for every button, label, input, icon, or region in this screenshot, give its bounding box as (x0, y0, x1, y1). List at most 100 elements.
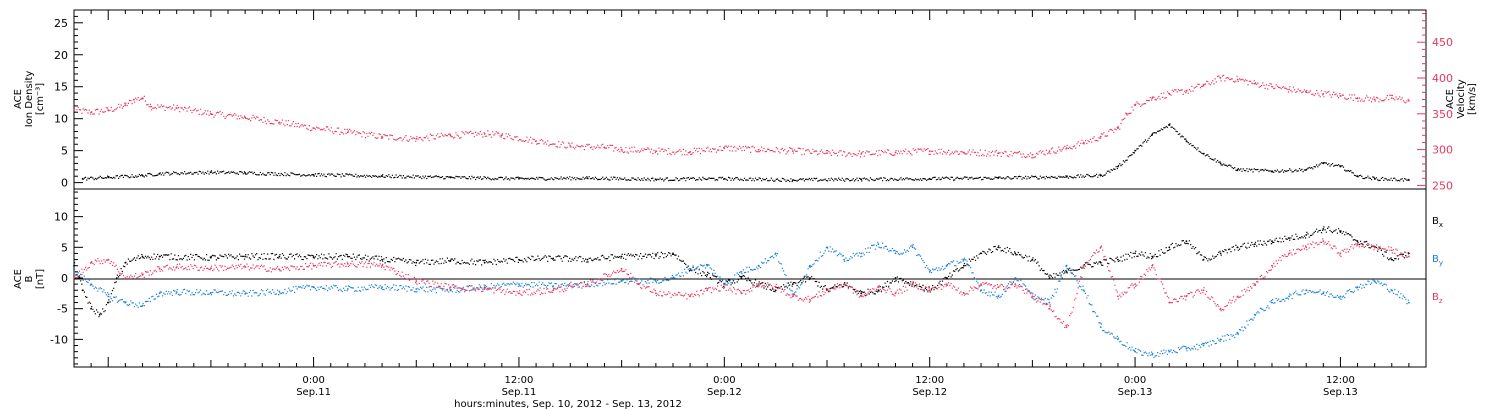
top-left-axis-title: ACE Ion Density [cm⁻³] (13, 71, 46, 128)
data-point (150, 105, 152, 108)
data-point (894, 277, 897, 279)
top-right-tick-label: 450 (1432, 36, 1453, 49)
legend-bz: Bz (1432, 292, 1443, 305)
data-point (381, 264, 383, 267)
data-point (963, 264, 965, 267)
data-point (1288, 295, 1290, 298)
bottom-left-title-line-3: [nT] (35, 269, 46, 289)
bottom-left-title-line-2: B (24, 275, 35, 282)
data-point (1151, 353, 1154, 356)
x-tick-label-date: Sep.12 (707, 387, 742, 398)
data-point (415, 261, 418, 264)
data-point (706, 289, 709, 292)
data-point (158, 267, 161, 270)
bz-series-trace (74, 238, 1409, 328)
data-point (1288, 252, 1290, 255)
data-point (1151, 264, 1154, 267)
data-point (1031, 153, 1034, 156)
data-point (175, 291, 178, 293)
bottom-left-axis-title: ACE B [nT] (13, 269, 46, 289)
data-point (1082, 264, 1085, 267)
data-point (894, 292, 897, 295)
data-point (244, 172, 247, 174)
data-point (1134, 252, 1136, 255)
data-point (1099, 326, 1102, 328)
data-point (877, 243, 880, 246)
data-point (911, 246, 914, 249)
top-left-tick-label: 25 (54, 17, 68, 30)
data-point (415, 288, 418, 290)
top-right-tick-label: 350 (1432, 108, 1453, 121)
x-tick-label-date: Sep.11 (502, 387, 537, 398)
bx-series-trace (74, 226, 1409, 318)
velocity-series-trace (74, 74, 1409, 159)
data-point (928, 271, 931, 273)
x-tick-label-date: Sep.13 (1323, 387, 1358, 398)
top-left-title-line-1: ACE (13, 89, 24, 109)
data-point (620, 267, 623, 270)
data-point (381, 258, 383, 261)
data-point (1151, 255, 1154, 258)
data-point (1014, 252, 1017, 255)
data-point (1271, 301, 1273, 304)
data-point (518, 283, 520, 285)
data-point (1134, 283, 1136, 285)
data-point (1048, 277, 1051, 279)
data-point (1117, 338, 1119, 341)
legend-by: By (1432, 254, 1443, 267)
data-point (809, 298, 811, 301)
x-axis-title: hours:minutes, Sep. 10, 2012 - Sep. 13, … (454, 399, 682, 410)
data-point (73, 271, 75, 273)
legend-bx: Bx (1432, 216, 1443, 229)
data-point (158, 292, 161, 295)
top-right-tick-label: 250 (1432, 179, 1453, 192)
data-point (346, 131, 349, 134)
bz-series (73, 238, 1410, 328)
data-point (415, 280, 418, 282)
data-point (381, 135, 383, 138)
by-series (73, 241, 1410, 359)
data-point (586, 258, 589, 261)
data-point (1271, 264, 1273, 267)
data-point (997, 246, 1000, 249)
data-point (1373, 98, 1376, 101)
data-point (107, 295, 110, 298)
x-axis: 0:00Sep.1112:00Sep.110:00Sep.1212:00Sep.… (73, 10, 1427, 398)
data-point (500, 134, 503, 137)
data-point (483, 133, 486, 135)
data-point (1048, 301, 1051, 304)
data-point (894, 252, 897, 255)
data-point (1339, 295, 1342, 298)
data-point (244, 293, 247, 295)
data-point (210, 267, 212, 270)
data-point (449, 134, 452, 137)
data-point (98, 313, 101, 316)
data-point (1151, 97, 1154, 99)
data-point (415, 138, 418, 140)
x-tick-label-time: 0:00 (713, 375, 735, 386)
data-point (1117, 258, 1119, 261)
top-right-tick-label: 400 (1432, 72, 1453, 85)
data-point (963, 258, 965, 261)
data-point (1185, 347, 1188, 350)
data-point (1117, 295, 1119, 298)
data-point (809, 264, 811, 267)
data-point (1408, 255, 1410, 258)
x-tick-label-time: 12:00 (1326, 375, 1355, 386)
data-point (1339, 252, 1342, 255)
data-point (723, 286, 726, 289)
data-point (73, 277, 75, 279)
top-panel-frame (73, 9, 1427, 190)
data-point (860, 153, 863, 155)
data-point (860, 292, 863, 295)
data-point (90, 307, 92, 310)
data-point (1236, 78, 1239, 81)
data-point (1082, 141, 1085, 144)
data-point (1082, 289, 1085, 292)
data-point (346, 263, 349, 265)
bottom-left-tick-label: -5 (57, 303, 68, 316)
data-point (791, 295, 794, 298)
data-point (1408, 100, 1410, 102)
top-right-title-line-1: ACE (1445, 89, 1456, 109)
